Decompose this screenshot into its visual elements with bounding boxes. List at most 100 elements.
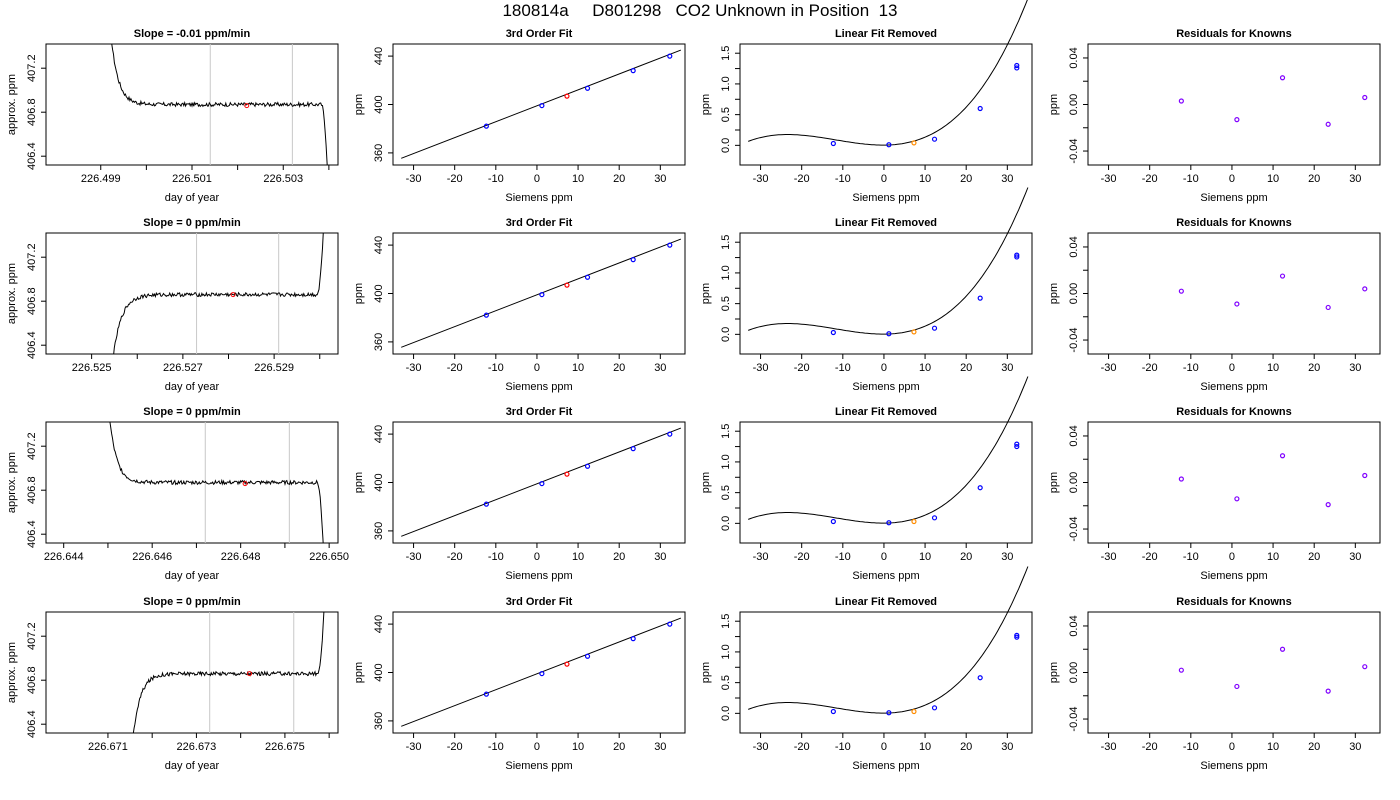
x-tick-label: -30 (406, 551, 422, 563)
known-standard-point (1014, 634, 1020, 640)
known-standard-point (539, 670, 545, 677)
known-standard-point (667, 621, 673, 627)
concentration-trace (132, 612, 325, 733)
x-tick-label: 0 (881, 551, 887, 563)
y-tick-label: 1.0 (720, 76, 732, 91)
y-tick-label: 400 (373, 473, 385, 491)
panel-title: Slope = 0 ppm/min (143, 596, 241, 608)
y-tick-label: 440 (373, 425, 385, 443)
x-tick-label: 20 (613, 741, 625, 753)
x-tick-label: 0 (534, 362, 540, 374)
plot-frame-r3c3 (739, 421, 1033, 544)
x-tick-label: -30 (753, 362, 769, 374)
x-axis-label: Siemens ppm (1200, 760, 1267, 772)
figure-title: 180814a D801298 CO2 Unknown in Position … (502, 1, 898, 20)
y-axis-label: approx. ppm (6, 642, 18, 703)
x-tick-label: 10 (1267, 173, 1279, 185)
plot-frame-r1c4 (1087, 43, 1381, 166)
unknown-sample-point (911, 140, 917, 146)
plot-frame-r2c1 (45, 232, 339, 355)
fit-curve (748, 0, 1028, 146)
known-standard-point (977, 105, 983, 112)
known-standard-point (630, 68, 636, 74)
x-tick-label: 10 (1267, 551, 1279, 563)
known-standard-point (1014, 62, 1020, 69)
y-tick-label: 407.2 (26, 432, 38, 460)
known-standard-point (931, 136, 938, 142)
y-tick-label: 406.4 (26, 331, 38, 359)
unknown-sample-point (911, 708, 917, 715)
y-tick-label: 0.0 (720, 138, 732, 153)
x-tick-label: 10 (919, 173, 931, 185)
y-tick-label: 0.5 (720, 485, 732, 500)
y-tick-label: 406.4 (26, 520, 38, 548)
x-tick-label: -10 (488, 741, 504, 753)
residual-point (1279, 75, 1286, 81)
x-tick-label: 30 (654, 551, 666, 563)
x-tick-label: 30 (1001, 551, 1013, 563)
y-tick-label: 440 (373, 615, 385, 633)
fit-curve (748, 566, 1029, 714)
x-tick-label: 20 (613, 173, 625, 185)
y-tick-label: 407.2 (26, 243, 38, 271)
x-tick-label: -30 (1101, 173, 1117, 185)
panel-title: 3rd Order Fit (506, 406, 573, 418)
known-standard-point (539, 291, 545, 298)
panel-title: Residuals for Knowns (1176, 406, 1292, 418)
known-standard-point (630, 257, 636, 263)
x-tick-label: -20 (447, 551, 463, 563)
x-tick-label: -30 (753, 551, 769, 563)
x-tick-label: 10 (919, 551, 931, 563)
x-axis-label: Siemens ppm (505, 381, 572, 393)
x-tick-label: -10 (1183, 362, 1199, 374)
y-tick-label: 1.0 (720, 644, 732, 659)
y-tick-label: 406.4 (26, 710, 38, 738)
residual-point (1362, 664, 1368, 670)
known-standard-point (1014, 443, 1020, 450)
y-tick-label: 1.5 (720, 235, 732, 250)
x-tick-label: 0 (881, 741, 887, 753)
x-tick-label: 20 (1308, 741, 1320, 753)
y-tick-label: -0.04 (1068, 706, 1080, 731)
x-tick-label: -20 (1142, 741, 1158, 753)
residual-point (1234, 117, 1240, 123)
x-tick-label: 20 (1308, 362, 1320, 374)
y-axis-label: approx. ppm (6, 263, 18, 324)
y-axis-label: ppm (353, 662, 365, 683)
x-tick-label: 10 (572, 173, 584, 185)
residual-point (1234, 496, 1240, 502)
x-axis-label: Siemens ppm (505, 192, 572, 204)
known-standard-point (886, 710, 892, 716)
y-axis-label: ppm (700, 94, 712, 115)
x-tick-label: -10 (835, 551, 851, 563)
x-tick-label: 10 (572, 362, 584, 374)
panel-title: Slope = -0.01 ppm/min (134, 28, 251, 40)
x-axis-label: day of year (165, 192, 220, 204)
y-tick-label: -0.04 (1068, 327, 1080, 352)
residual-point (1279, 453, 1286, 459)
x-tick-label: -20 (794, 362, 810, 374)
x-tick-label: -30 (1101, 741, 1117, 753)
x-tick-label: 226.529 (254, 362, 294, 374)
x-tick-label: 0 (1229, 551, 1235, 563)
known-standard-point (931, 515, 938, 521)
panel-title: Residuals for Knowns (1176, 28, 1292, 40)
y-tick-label: 1.5 (720, 424, 732, 439)
x-tick-label: 10 (572, 741, 584, 753)
residual-point (1234, 301, 1240, 307)
x-tick-label: 226.644 (44, 551, 84, 563)
x-tick-label: 0 (881, 173, 887, 185)
residual-point (1279, 646, 1286, 652)
known-standard-point (483, 312, 489, 318)
panel-title: 3rd Order Fit (506, 217, 573, 229)
y-axis-label: ppm (1048, 472, 1060, 493)
x-tick-label: -30 (406, 362, 422, 374)
residual-point (1178, 288, 1184, 294)
y-tick-label: 360 (373, 333, 385, 351)
x-tick-label: -20 (794, 173, 810, 185)
y-tick-label: 440 (373, 47, 385, 65)
x-tick-label: 0 (534, 173, 540, 185)
y-tick-label: 406.8 (26, 287, 38, 315)
residual-point (1234, 683, 1240, 690)
